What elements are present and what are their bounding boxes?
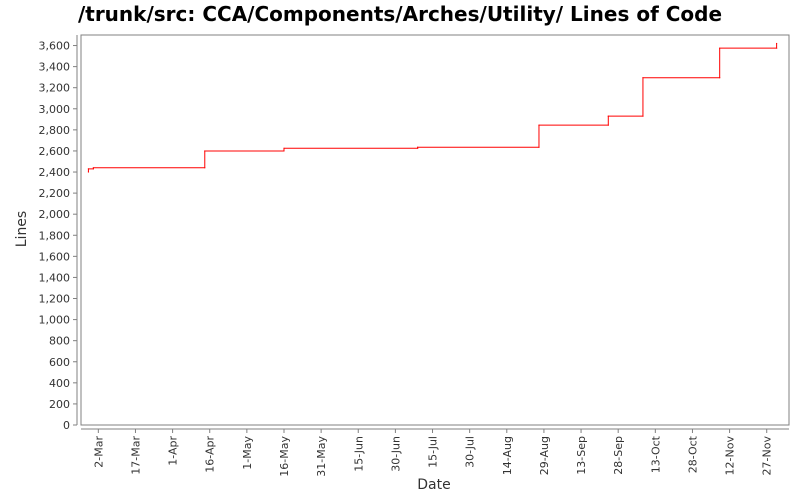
x-tick-label: 2-Mar	[92, 436, 105, 468]
y-tick-label: 3,400	[39, 61, 71, 74]
x-tick-label: 13-Oct	[649, 435, 662, 473]
data-point	[92, 168, 94, 170]
data-point	[719, 77, 721, 79]
y-tick-label: 2,000	[39, 208, 71, 221]
y-tick-label: 400	[49, 377, 70, 390]
data-point	[87, 168, 90, 170]
x-tick-label: 28-Sep	[612, 436, 625, 475]
y-tick-label: 1,600	[39, 250, 71, 263]
x-tick-label: 15-Jul	[427, 436, 440, 468]
x-axis: 2-Mar 17-Mar 1-Apr 16-Apr 1-May 16-May 31-May 1…	[81, 428, 789, 477]
y-tick-label: 200	[49, 398, 70, 411]
data-point	[538, 124, 540, 126]
plot-area	[80, 34, 790, 426]
data-point	[283, 147, 285, 149]
x-tick-label: 27-Nov	[761, 436, 774, 476]
data-point	[417, 147, 419, 149]
y-tick-label: 2,200	[39, 187, 71, 200]
data-point	[607, 124, 609, 126]
data-point	[92, 167, 94, 169]
x-tick-label: 30-Jul	[464, 436, 477, 468]
x-tick-label: 29-Aug	[538, 436, 551, 475]
series-group	[87, 42, 778, 173]
y-tick-label: 1,400	[39, 271, 71, 284]
y-tick-label: 2,600	[39, 145, 71, 158]
x-tick-label: 17-Mar	[129, 436, 142, 475]
y-tick-label: 3,200	[39, 82, 71, 95]
x-tick-label: 13-Sep	[575, 436, 588, 475]
x-tick-label: 1-May	[241, 436, 254, 470]
x-tick-label: 28-Oct	[686, 435, 699, 473]
y-tick-label: 1,800	[39, 229, 71, 242]
y-tick-label: 1,200	[39, 293, 71, 306]
data-point	[719, 47, 721, 49]
y-tick-label: 3,600	[39, 40, 71, 53]
data-point	[87, 171, 90, 173]
x-tick-label: 16-Apr	[204, 436, 217, 473]
y-tick-label: 2,800	[39, 124, 71, 137]
chart-title: /trunk/src: CCA/Components/Arches/Utilit…	[77, 2, 723, 26]
x-tick-label: 14-Aug	[501, 436, 514, 475]
data-point	[776, 47, 778, 49]
y-axis: 0 200 400 600 800 1,000 1,200 1,400 1,600 1,800 2,…	[39, 35, 78, 432]
x-tick-label: 31-May	[315, 436, 328, 477]
y-tick-label: 600	[49, 356, 70, 369]
y-tick-label: 0	[63, 419, 70, 432]
x-tick-label: 15-Jun	[352, 436, 365, 472]
series-line	[87, 43, 778, 173]
data-point	[607, 115, 609, 117]
data-point	[538, 146, 540, 148]
y-tick-label: 1,000	[39, 314, 71, 327]
data-point	[204, 150, 206, 152]
data-point	[283, 150, 285, 152]
data-point	[642, 77, 644, 79]
x-axis-label: Date	[417, 477, 450, 493]
y-tick-label: 2,400	[39, 166, 71, 179]
x-tick-label: 30-Jun	[389, 436, 402, 472]
x-tick-label: 12-Nov	[724, 436, 737, 476]
y-tick-label: 3,000	[39, 103, 71, 116]
x-tick-label: 16-May	[278, 436, 291, 477]
data-point	[204, 167, 206, 169]
data-point	[417, 146, 419, 148]
y-tick-label: 800	[49, 335, 70, 348]
y-axis-label: Lines	[14, 211, 30, 247]
data-point	[642, 115, 644, 117]
x-tick-label: 1-Apr	[167, 436, 180, 466]
data-point	[776, 42, 778, 45]
